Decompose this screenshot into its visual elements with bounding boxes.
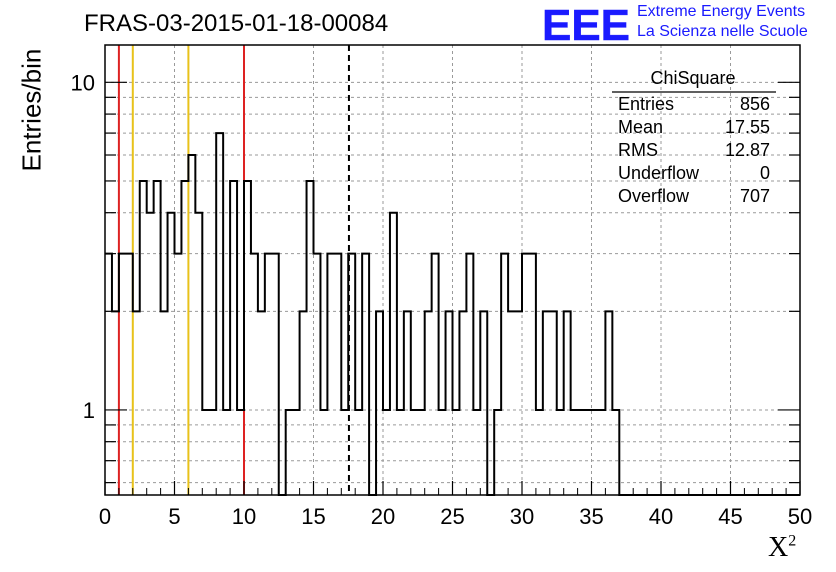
eee-logo: EEE: [542, 2, 630, 46]
x-axis-label: X2: [768, 532, 796, 564]
stats-label: RMS: [618, 140, 658, 160]
logo-text: EEE: [542, 2, 630, 46]
x-axis-label-base: X: [768, 532, 789, 563]
y-tick-label: 10: [71, 70, 95, 95]
x-tick-label: 40: [649, 504, 673, 529]
stats-value: 856: [740, 94, 770, 114]
x-tick-label: 45: [718, 504, 742, 529]
x-tick-label: 0: [99, 504, 111, 529]
stats-label: Entries: [618, 94, 674, 114]
stats-label: Mean: [618, 117, 663, 137]
x-tick-label: 10: [232, 504, 256, 529]
stats-box: ChiSquare Entries 856 Mean 17.55 RMS 12.87 Unde…: [612, 68, 776, 206]
marker-lines: [117, 45, 350, 495]
logo-line-2: La Scienza nelle Scuole: [637, 23, 808, 40]
x-tick-label: 30: [510, 504, 534, 529]
stats-label: Underflow: [618, 163, 700, 183]
grid-lines: [105, 45, 800, 495]
stats-label: Overflow: [618, 186, 690, 206]
axis-ticks: 0 5 10 15 20 25 30 35 40 45 50 1 10: [71, 70, 813, 529]
x-tick-label: 5: [168, 504, 180, 529]
x-tick-label: 20: [371, 504, 395, 529]
x-tick-label: 15: [301, 504, 325, 529]
stats-title: ChiSquare: [650, 68, 735, 88]
stats-value: 17.55: [725, 117, 770, 137]
x-axis-label-exponent: 2: [788, 532, 797, 550]
stats-value: 12.87: [725, 140, 770, 160]
y-tick-label: 1: [83, 398, 95, 423]
stats-value: 707: [740, 186, 770, 206]
chart-title: FRAS-03-2015-01-18-00084: [84, 10, 389, 37]
histogram-series: [105, 132, 800, 496]
x-tick-label: 35: [579, 504, 603, 529]
x-tick-label: 25: [440, 504, 464, 529]
x-tick-label: 50: [788, 504, 812, 529]
stats-value: 0: [760, 163, 770, 183]
logo-line-1: Extreme Energy Events: [637, 3, 806, 20]
